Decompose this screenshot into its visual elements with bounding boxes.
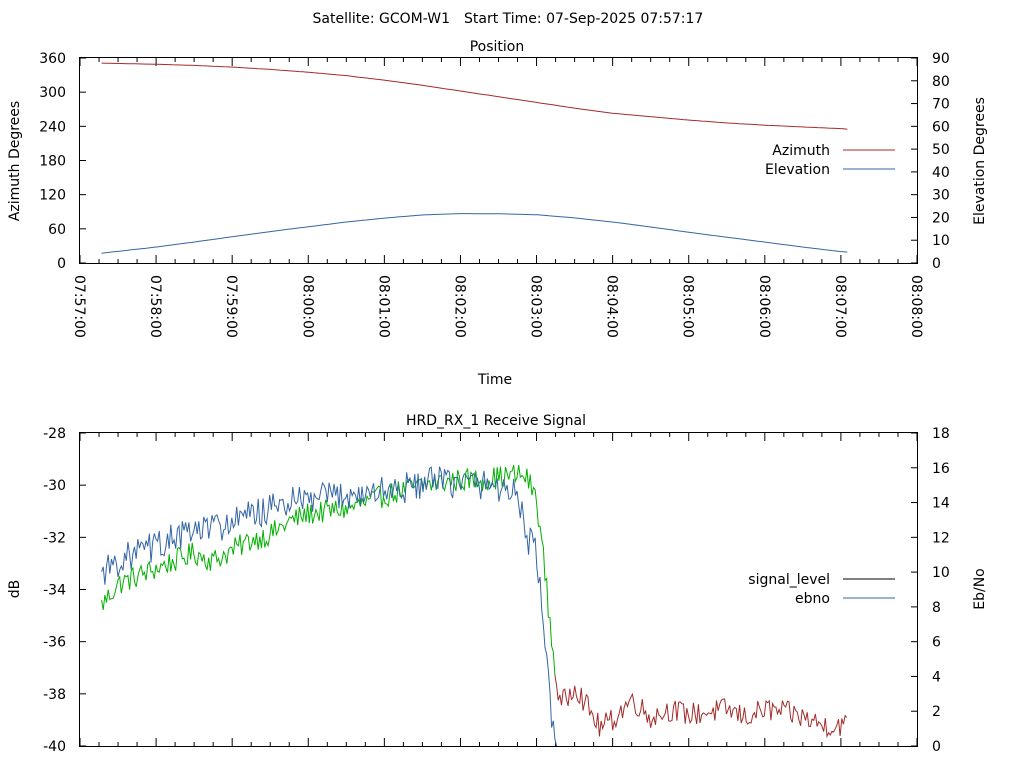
x-tick-label: 08:08:00	[908, 275, 924, 338]
series-line-azimuth	[101, 62, 848, 130]
series-line-signal_level-part-0	[101, 465, 556, 676]
y2-tick-label: 6	[932, 635, 941, 651]
position-ylabel: Azimuth Degrees	[7, 101, 23, 221]
signal-ylabel: dB	[7, 580, 23, 599]
y2-tick-label: 10	[932, 233, 950, 249]
y-tick-label: 240	[39, 119, 66, 135]
signal-series	[101, 465, 848, 747]
y2-tick-label: 90	[932, 51, 950, 67]
x-tick-label: 08:04:00	[604, 275, 620, 338]
header-satellite: Satellite: GCOM-W1	[313, 11, 450, 27]
x-tick-label: 07:57:00	[71, 275, 87, 338]
y2-tick-label: 60	[932, 119, 950, 135]
signal-y2label: Eb/No	[972, 568, 988, 610]
y2-tick-label: 16	[932, 461, 950, 477]
position-ticks: 0 60 120 180 240 300 360 0 10 20 30 40 50 60 70 80 90 07:…	[39, 51, 950, 338]
y2-tick-label: 4	[932, 669, 941, 685]
y2-tick-label: 70	[932, 97, 950, 113]
position-legend: Azimuth Elevation	[765, 143, 895, 178]
position-chart: Position 0 60 120 180 240 300 360 0 10 20 30 40 50 60…	[7, 39, 988, 388]
y-tick-label: 120	[39, 188, 66, 204]
x-tick-label: 08:06:00	[756, 275, 772, 338]
x-tick-label: 08:05:00	[680, 275, 696, 338]
legend-label-azimuth: Azimuth	[772, 143, 830, 159]
position-y2label: Elevation Degrees	[972, 97, 988, 225]
y2-tick-label: 8	[932, 600, 941, 616]
position-plot-frame	[79, 57, 918, 264]
y-tick-label: 360	[39, 51, 66, 67]
y2-tick-label: 10	[932, 565, 950, 581]
series-line-elevation	[101, 213, 848, 254]
series-line-signal_level-part-1	[554, 674, 848, 739]
x-tick-label: 08:03:00	[528, 275, 544, 338]
y2-tick-label: 0	[932, 256, 941, 272]
y2-tick-label: 0	[932, 739, 941, 755]
position-xlabel: Time	[477, 372, 512, 388]
legend-label-elevation: Elevation	[765, 162, 830, 178]
y-tick-label: -34	[43, 583, 66, 599]
y2-tick-label: 20	[932, 210, 950, 226]
x-tick-label: 08:02:00	[451, 275, 467, 338]
signal-title: HRD_RX_1 Receive Signal	[406, 413, 586, 429]
y2-tick-label: 50	[932, 142, 950, 158]
position-series	[101, 62, 848, 254]
y-tick-label: 180	[39, 154, 66, 170]
x-tick-label: 08:07:00	[832, 275, 848, 338]
y2-tick-label: 12	[932, 530, 950, 546]
y-tick-label: 300	[39, 85, 66, 101]
y-tick-label: -28	[43, 426, 66, 442]
series-line-ebno-part-0	[101, 466, 558, 747]
y2-tick-label: 30	[932, 188, 950, 204]
y2-tick-label: 18	[932, 426, 950, 442]
y-tick-label: -38	[43, 687, 66, 703]
y-tick-label: -30	[43, 478, 66, 494]
x-tick-label: 07:59:00	[223, 275, 239, 338]
y-tick-label: 60	[48, 222, 66, 238]
x-tick-label: 07:58:00	[147, 275, 163, 338]
y-tick-label: 0	[57, 256, 66, 272]
legend-label-ebno: ebno	[795, 591, 830, 607]
position-title: Position	[470, 39, 525, 55]
y2-tick-label: 40	[932, 165, 950, 181]
x-tick-label: 08:00:00	[299, 275, 315, 338]
y2-tick-label: 14	[932, 496, 950, 512]
y-tick-label: -32	[43, 530, 66, 546]
y-tick-label: -36	[43, 635, 66, 651]
x-tick-label: 08:01:00	[375, 275, 391, 338]
signal-ticks: -28 -30 -32 -34 -36 -38 -40 18 16 14 12 10 8 6 4 2 0	[43, 426, 950, 755]
y2-tick-label: 80	[932, 74, 950, 90]
signal-plot-frame	[79, 432, 918, 747]
legend-label-signal_level: signal_level	[748, 572, 830, 588]
signal-chart: HRD_RX_1 Receive Signal -28-30-32-34-36-…	[7, 413, 988, 755]
header-start-time: Start Time: 07-Sep-2025 07:57:17	[464, 11, 703, 27]
y2-tick-label: 2	[932, 704, 941, 720]
y-tick-label: -40	[43, 739, 66, 755]
